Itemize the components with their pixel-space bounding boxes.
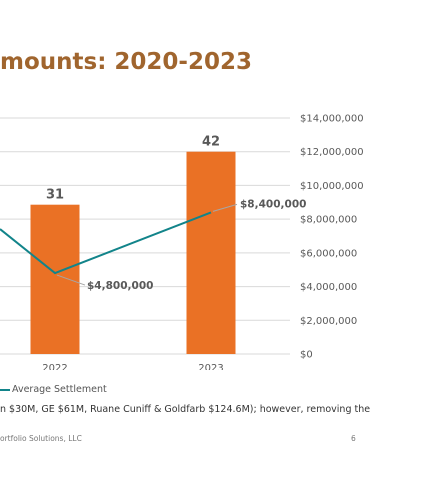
y-axis-tick-label: $6,000,000 — [300, 248, 357, 259]
legend: Average Settlement — [0, 384, 107, 395]
data-label-leader — [212, 203, 238, 212]
y-axis-tick-label: $10,000,000 — [300, 181, 364, 192]
y-axis-tick-label: $12,000,000 — [300, 147, 364, 158]
x-axis-tick-label: 2022 — [42, 363, 67, 370]
chart-title: mounts: 2020-2023 — [0, 49, 252, 75]
bar-data-label: 42 — [202, 135, 220, 150]
y-axis-tick-label: $4,000,000 — [300, 282, 357, 293]
bars — [30, 151, 236, 354]
y-axis-tick-label: $14,000,000 — [300, 114, 364, 125]
bar — [30, 204, 80, 354]
legend-label: Average Settlement — [12, 384, 107, 395]
line-data-label: $8,400,000 — [240, 198, 306, 210]
legend-line-swatch — [0, 388, 10, 391]
bar-data-label: 31 — [46, 188, 64, 203]
data-label-leader — [56, 274, 86, 286]
labels: $14,000,000 $12,000,000 $10,000,000 $8,000,… — [42, 114, 363, 371]
y-axis-tick-label: $8,000,000 — [300, 215, 357, 226]
x-axis-tick-label: 2023 — [198, 363, 223, 370]
y-axis-tick-label: $2,000,000 — [300, 316, 357, 327]
y-axis-tick-label: $0 — [300, 350, 313, 361]
bar — [186, 151, 236, 354]
page-number: 6 — [351, 434, 356, 443]
footnote: n $30M, GE $61M, Ruane Cuniff & Goldfarb… — [0, 404, 371, 415]
average-settlement-line — [0, 211, 212, 275]
chart: $14,000,000 $12,000,000 $10,000,000 $8,000,… — [0, 114, 364, 371]
footer-company: ortfolio Solutions, LLC — [0, 434, 82, 443]
line-data-label: $4,800,000 — [87, 280, 153, 292]
average-settlement-series-line — [0, 211, 212, 275]
